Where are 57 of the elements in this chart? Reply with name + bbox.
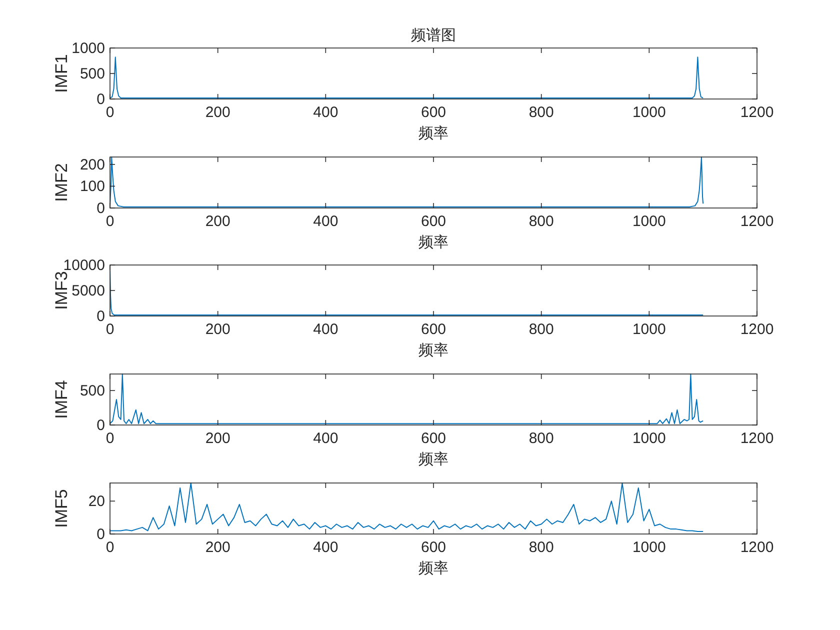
y-tick-label: 1000 (72, 40, 105, 57)
x-tick-label: 1000 (632, 104, 666, 121)
x-tick-label: 400 (313, 321, 338, 338)
x-axis-title: 频率 (418, 125, 448, 142)
x-tick-label: 400 (313, 104, 338, 121)
line-series (110, 156, 704, 208)
y-axis-title: IMF5 (52, 489, 71, 528)
x-tick-label: 600 (420, 213, 446, 230)
y-tick-label: 200 (80, 156, 105, 174)
y-axis-title: IMF3 (52, 271, 71, 310)
x-tick-label: 200 (205, 213, 230, 230)
line-series (110, 56, 704, 98)
x-tick-label: 600 (420, 321, 446, 338)
x-tick-label: 800 (528, 539, 554, 556)
x-axis-title: 频率 (418, 342, 448, 359)
line-series (110, 374, 704, 424)
x-tick-label: 600 (420, 539, 446, 556)
x-tick-label: 600 (420, 430, 446, 447)
x-tick-label: 400 (313, 539, 338, 556)
x-tick-label: 1200 (740, 321, 774, 338)
y-axis-title: IMF2 (52, 163, 71, 202)
x-tick-label: 1000 (632, 213, 666, 230)
x-tick-label: 400 (313, 430, 338, 447)
y-axis-title: IMF1 (52, 54, 71, 93)
x-tick-label: 800 (528, 430, 554, 447)
x-tick-label: 200 (205, 430, 230, 447)
x-tick-label: 200 (205, 539, 230, 556)
x-tick-label: 1200 (740, 213, 774, 230)
x-tick-label: 1000 (632, 430, 666, 447)
x-tick-label: 800 (528, 321, 554, 338)
x-tick-label: 200 (205, 321, 230, 338)
y-tick-label: 0 (96, 308, 105, 325)
y-tick-label: 0 (96, 417, 105, 434)
y-tick-label: 20 (88, 493, 105, 510)
y-tick-label: 0 (96, 91, 105, 108)
y-axis-title: IMF4 (52, 380, 71, 419)
y-tick-label: 5000 (72, 282, 105, 300)
y-tick-label: 0 (96, 526, 105, 543)
x-tick-label: 1200 (740, 430, 774, 447)
y-tick-label: 500 (80, 66, 105, 82)
x-tick-label: 1200 (740, 539, 774, 556)
x-tick-label: 800 (528, 213, 554, 230)
x-axis-title: 频率 (418, 234, 448, 251)
x-tick-label: 200 (205, 104, 230, 121)
x-tick-label: 1000 (632, 539, 666, 556)
x-tick-label: 800 (528, 104, 554, 121)
x-tick-label: 1000 (632, 321, 666, 338)
x-tick-label: 600 (420, 104, 446, 121)
y-tick-label: 500 (80, 382, 105, 400)
x-tick-label: 400 (313, 213, 338, 230)
x-tick-label: 1200 (740, 104, 774, 121)
x-axis-title: 频率 (418, 560, 448, 577)
chart-title: 频谱图 (411, 27, 456, 44)
x-axis-title: 频率 (418, 451, 448, 468)
line-series (110, 482, 704, 532)
y-tick-label: 100 (80, 178, 105, 196)
y-tick-label: 0 (96, 200, 105, 217)
